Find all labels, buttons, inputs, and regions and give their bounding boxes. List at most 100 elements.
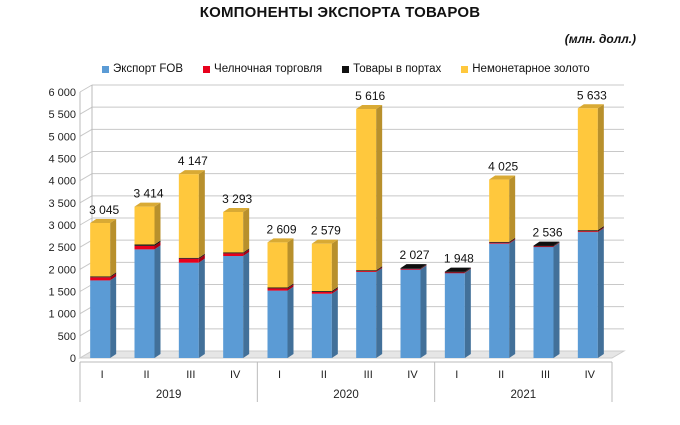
bar-segment-side — [198, 253, 205, 259]
bar-segment-side — [287, 238, 294, 288]
bar-segment — [90, 223, 111, 277]
bar-segment — [311, 243, 332, 292]
bar-segment — [400, 268, 421, 270]
bar-segment — [533, 245, 554, 247]
bar-segment-side — [376, 266, 383, 272]
bar-top-face — [444, 267, 471, 272]
bar-segment — [178, 174, 199, 258]
bar-segment — [267, 242, 288, 288]
data-label: 2 027 — [399, 248, 429, 262]
bar-segment — [489, 241, 510, 243]
legend-swatch-shuttle — [203, 65, 211, 73]
bar-segment-side — [154, 241, 161, 250]
data-label: 2 609 — [266, 222, 296, 236]
year-label: 2020 — [333, 389, 359, 401]
bar-segment-side — [509, 175, 516, 242]
bar-segment — [223, 253, 244, 257]
bar-segment-side — [154, 202, 161, 245]
y-tick-label: 5 000 — [48, 131, 76, 143]
bar-segment-side — [243, 248, 250, 254]
data-label: 4 025 — [488, 160, 518, 174]
bar-segment — [311, 291, 332, 294]
x-tick-label: IV — [230, 369, 241, 381]
bar-segment-side — [553, 242, 560, 247]
bar-segment-side — [509, 237, 516, 243]
x-tick-label: IV — [585, 369, 596, 381]
bar-segment-side — [420, 264, 427, 270]
bar-segment-side — [553, 242, 560, 358]
bar-top-face — [134, 202, 161, 207]
legend-label-fob: Экспорт FOB — [113, 63, 184, 75]
data-label: 2 579 — [311, 224, 341, 238]
bar-segment — [134, 244, 155, 246]
x-tick-label: I — [455, 369, 458, 381]
gridline-side — [79, 239, 93, 248]
bar-segment-side — [154, 245, 161, 358]
bar-segment — [356, 271, 377, 272]
y-tick-label: 2 500 — [48, 242, 76, 254]
year-label: 2019 — [156, 389, 182, 401]
legend-swatch-ports — [342, 65, 350, 73]
bar-segment — [489, 179, 510, 242]
bar-segment — [134, 206, 155, 245]
x-tick-label: II — [498, 369, 504, 381]
x-tick-label: III — [364, 369, 373, 381]
bar-segment-side — [110, 219, 117, 277]
x-tick-label: III — [186, 369, 195, 381]
y-tick-label: 0 — [70, 353, 76, 365]
x-tick-label: II — [321, 369, 327, 381]
bar-top-face — [489, 175, 516, 180]
y-tick-label: 4 000 — [48, 176, 76, 188]
units-label: (млн. долл.) — [564, 32, 636, 46]
bar-segment — [400, 268, 421, 269]
bar-segment — [356, 109, 377, 271]
bar-segment — [577, 232, 598, 358]
bar-segment-side — [509, 239, 516, 358]
bar-segment-side — [376, 267, 383, 358]
bar-segment-side — [198, 254, 205, 263]
data-label: 5 633 — [577, 88, 607, 102]
bar-segment-side — [597, 227, 604, 233]
bar-segment-side — [376, 105, 383, 271]
bar-segment — [90, 276, 111, 278]
y-tick-label: 500 — [58, 331, 76, 343]
bar-segment-side — [110, 276, 117, 358]
bar-segment — [223, 256, 244, 358]
data-label: 3 414 — [133, 187, 163, 201]
y-tick-label: 1 000 — [48, 309, 76, 321]
gridline-side — [79, 328, 93, 337]
y-tick-label: 2 000 — [48, 264, 76, 276]
bar-segment-side — [110, 272, 117, 278]
bar-segment-side — [376, 267, 383, 272]
bar-segment — [577, 230, 598, 232]
bar-segment — [90, 277, 111, 281]
gridline-side — [79, 195, 93, 204]
bar-top-face — [311, 239, 338, 244]
x-tick-label: III — [541, 369, 550, 381]
bar-segment-side — [331, 287, 338, 292]
x-tick-label: I — [278, 369, 281, 381]
bar-top-face — [533, 241, 560, 246]
bar-segment — [400, 269, 421, 358]
bar-top-face — [90, 219, 117, 224]
y-tick-label: 5 500 — [48, 109, 76, 121]
chart-floor — [78, 350, 626, 359]
bar-segment-side — [331, 289, 338, 358]
x-tick-label: I — [101, 369, 104, 381]
data-label: 1 948 — [444, 252, 474, 266]
gridline-side — [79, 84, 93, 93]
bar-segment — [489, 242, 510, 244]
y-tick-label: 3 500 — [48, 198, 76, 210]
bar-segment — [311, 291, 332, 292]
data-label: 5 616 — [355, 89, 385, 103]
legend: Экспорт FOB Челночная торговля Товары в … — [102, 63, 590, 75]
gridline-side — [79, 284, 93, 292]
bar-segment-side — [243, 252, 250, 358]
bar-segment — [577, 108, 598, 231]
bar-segment-side — [154, 240, 161, 246]
legend-item-fob: Экспорт FOB — [102, 63, 183, 75]
bar-segment-side — [464, 267, 471, 273]
bar-segment-side — [198, 170, 205, 258]
bar-segment — [489, 243, 510, 358]
